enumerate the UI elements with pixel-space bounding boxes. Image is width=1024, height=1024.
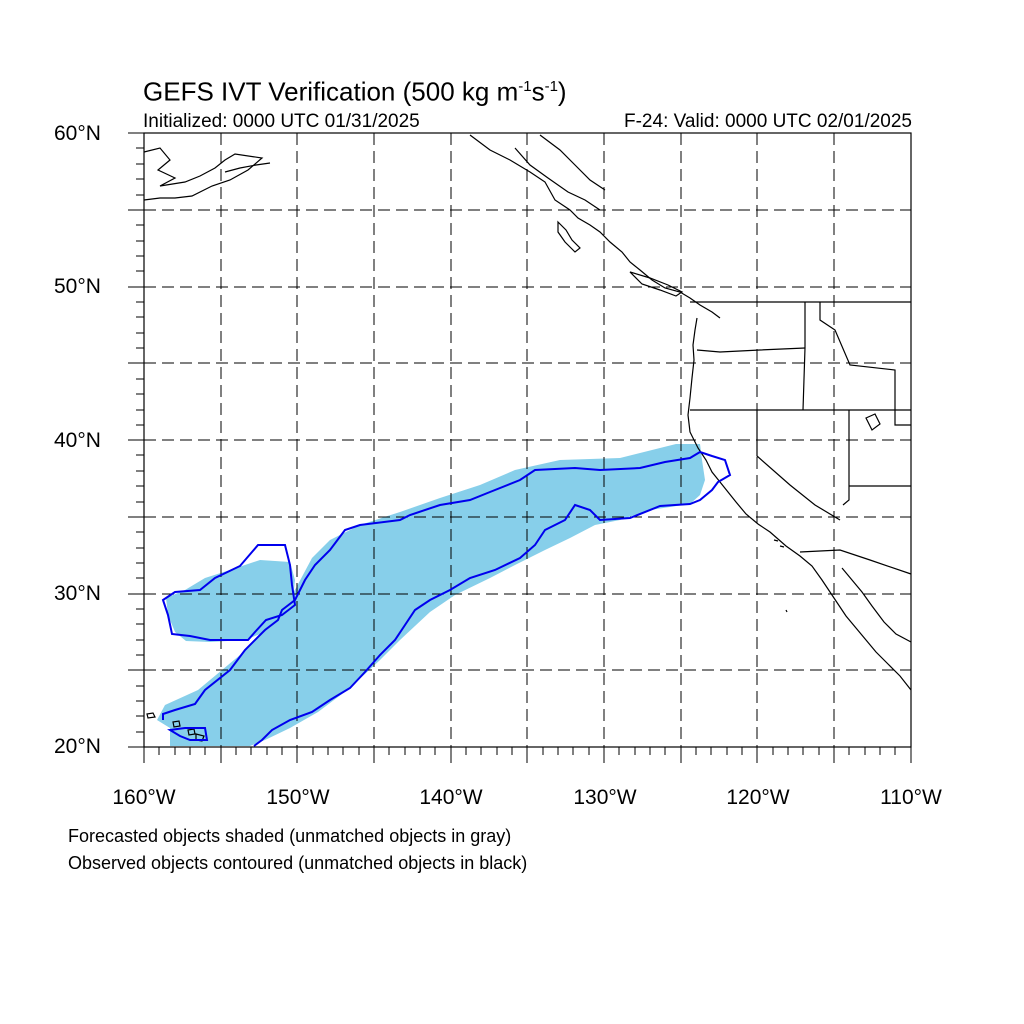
- lat-label-20n: 20°N: [54, 735, 101, 758]
- hawaii-islands: [146, 712, 205, 742]
- observed-object-main: [162, 450, 732, 747]
- initialized-time: Initialized: 0000 UTC 01/31/2025: [143, 111, 420, 132]
- state-line-id: [802, 302, 806, 411]
- alaska-coast: [143, 147, 264, 201]
- lon-label-120w: 120°W: [726, 786, 790, 809]
- lon-label-130w: 130°W: [573, 786, 637, 809]
- lat-label-30n: 30°N: [54, 582, 101, 605]
- lat-label-40n: 40°N: [54, 429, 101, 452]
- forecast-objects: [157, 444, 705, 746]
- forecast-note: Forecasted objects shaded (unmatched obj…: [68, 826, 512, 846]
- state-line-nv-az: [842, 410, 850, 506]
- lon-label-160w: 160°W: [112, 786, 176, 809]
- observed-object-hawaii: [167, 727, 209, 741]
- us-west-coast: [687, 317, 912, 691]
- channel-islands: [773, 539, 788, 613]
- forecast-object-west-lobe: [166, 560, 295, 642]
- left-ticks: [128, 132, 144, 748]
- lon-label-140w: 140°W: [419, 786, 483, 809]
- lon-label-110w: 110°W: [880, 786, 942, 809]
- chart-title: GEFS IVT Verification (500 kg m-1s-1): [143, 76, 567, 107]
- bottom-ticks: [143, 747, 912, 763]
- observed-object-west-lobe: [161, 544, 297, 641]
- great-salt-lake: [865, 413, 881, 431]
- bc-coast: [469, 134, 721, 319]
- observed-note: Observed objects contoured (unmatched ob…: [68, 853, 528, 873]
- valid-time: F-24: Valid: 0000 UTC 02/01/2025: [624, 111, 912, 132]
- mexico-border: [799, 549, 912, 575]
- state-line-or-wa: [696, 347, 806, 353]
- lat-label-50n: 50°N: [54, 275, 101, 298]
- coastlines: [143, 134, 912, 742]
- graticule: [144, 133, 911, 747]
- baja-gulf: [841, 567, 912, 643]
- map-frame: [143, 132, 912, 748]
- state-line-mt: [819, 302, 911, 426]
- lon-label-150w: 150°W: [266, 786, 330, 809]
- bc-islands: [557, 220, 684, 297]
- alaska-panhandle: [514, 134, 606, 211]
- observed-objects: [161, 450, 732, 747]
- lat-label-60n: 60°N: [54, 122, 101, 145]
- state-line-ca-nv: [756, 410, 841, 521]
- alaska-peninsula: [224, 162, 271, 173]
